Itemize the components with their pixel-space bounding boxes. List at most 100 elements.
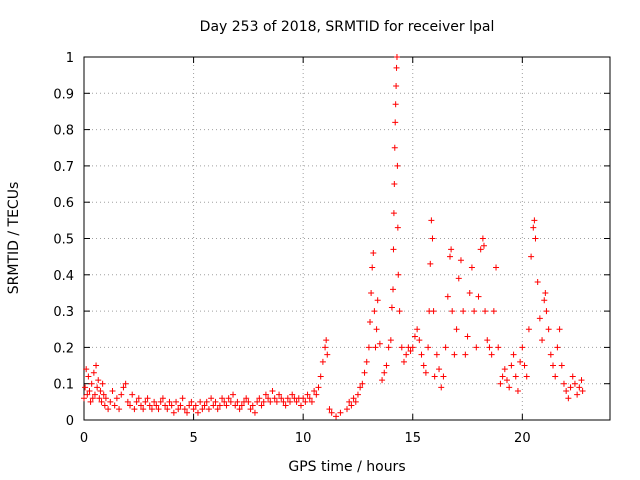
data-point	[391, 181, 398, 188]
data-point	[164, 406, 171, 413]
data-point	[394, 162, 401, 169]
data-point	[501, 366, 508, 373]
data-point	[300, 395, 307, 402]
data-point	[267, 398, 274, 405]
data-point	[440, 373, 447, 380]
data-point	[166, 398, 173, 405]
data-point	[569, 373, 576, 380]
data-point	[293, 398, 300, 405]
x-tick-label: 15	[404, 431, 421, 446]
data-point	[269, 387, 276, 394]
data-point	[96, 395, 103, 402]
data-point	[249, 402, 256, 409]
data-point	[313, 391, 320, 398]
data-point	[543, 308, 550, 315]
data-point	[510, 351, 517, 358]
data-point	[427, 260, 434, 267]
data-point	[89, 395, 96, 402]
data-point	[203, 398, 210, 405]
data-point	[477, 246, 484, 253]
data-point	[111, 402, 118, 409]
data-point	[297, 402, 304, 409]
data-point	[223, 402, 230, 409]
data-point	[238, 402, 245, 409]
data-point	[85, 373, 92, 380]
grid	[84, 57, 610, 420]
data-point	[480, 242, 487, 249]
data-point	[442, 344, 449, 351]
data-point	[523, 373, 530, 380]
data-point	[393, 64, 400, 71]
data-point	[394, 224, 401, 231]
data-point	[448, 246, 455, 253]
data-point	[381, 369, 388, 376]
chart-title: Day 253 of 2018, SRMTID for receiver lpa…	[200, 19, 495, 35]
data-point	[87, 398, 94, 405]
x-tick-label: 20	[514, 431, 531, 446]
data-point	[390, 246, 397, 253]
x-tick-label: 10	[295, 431, 312, 446]
data-point	[368, 289, 375, 296]
data-point	[260, 398, 267, 405]
data-point	[528, 253, 535, 260]
data-point	[88, 380, 95, 387]
data-point	[519, 344, 526, 351]
data-point	[391, 144, 398, 151]
data-point	[124, 398, 131, 405]
data-point	[175, 406, 182, 413]
data-point	[221, 398, 228, 405]
data-point	[95, 377, 102, 384]
data-point	[205, 406, 212, 413]
data-point	[214, 406, 221, 413]
data-point	[216, 402, 223, 409]
data-point	[387, 337, 394, 344]
data-point	[100, 391, 107, 398]
y-tick-label: 1	[66, 51, 74, 66]
data-point	[525, 326, 532, 333]
data-point	[142, 398, 149, 405]
data-point	[346, 398, 353, 405]
data-point	[93, 362, 100, 369]
data-point	[315, 384, 322, 391]
data-point	[208, 395, 215, 402]
data-point	[129, 391, 136, 398]
data-point	[552, 373, 559, 380]
data-point	[186, 402, 193, 409]
data-point	[567, 384, 574, 391]
data-point	[306, 395, 313, 402]
data-point	[82, 384, 89, 391]
data-point	[503, 377, 510, 384]
data-point	[388, 304, 395, 311]
data-point	[547, 351, 554, 358]
data-point	[258, 402, 265, 409]
data-point	[433, 351, 440, 358]
data-point	[536, 315, 543, 322]
data-point	[473, 344, 480, 351]
data-point	[541, 297, 548, 304]
data-point	[348, 402, 355, 409]
data-point	[383, 362, 390, 369]
y-tick-label: 0.9	[53, 87, 74, 102]
data-point	[530, 224, 537, 231]
data-point	[403, 351, 410, 358]
data-point	[436, 366, 443, 373]
data-point	[512, 373, 519, 380]
data-point	[159, 395, 166, 402]
data-point	[262, 391, 269, 398]
data-point	[370, 250, 377, 257]
data-point	[83, 366, 90, 373]
data-point	[109, 387, 116, 394]
data-point	[390, 286, 397, 293]
data-point	[416, 337, 423, 344]
data-point	[486, 344, 493, 351]
data-point	[256, 395, 263, 402]
data-point	[531, 217, 538, 224]
data-point	[199, 406, 206, 413]
data-point	[369, 264, 376, 271]
y-tick-label: 0.4	[53, 269, 74, 284]
data-point	[534, 279, 541, 286]
data-point	[361, 369, 368, 376]
data-point	[225, 395, 232, 402]
data-point	[495, 344, 502, 351]
data-point	[422, 369, 429, 376]
